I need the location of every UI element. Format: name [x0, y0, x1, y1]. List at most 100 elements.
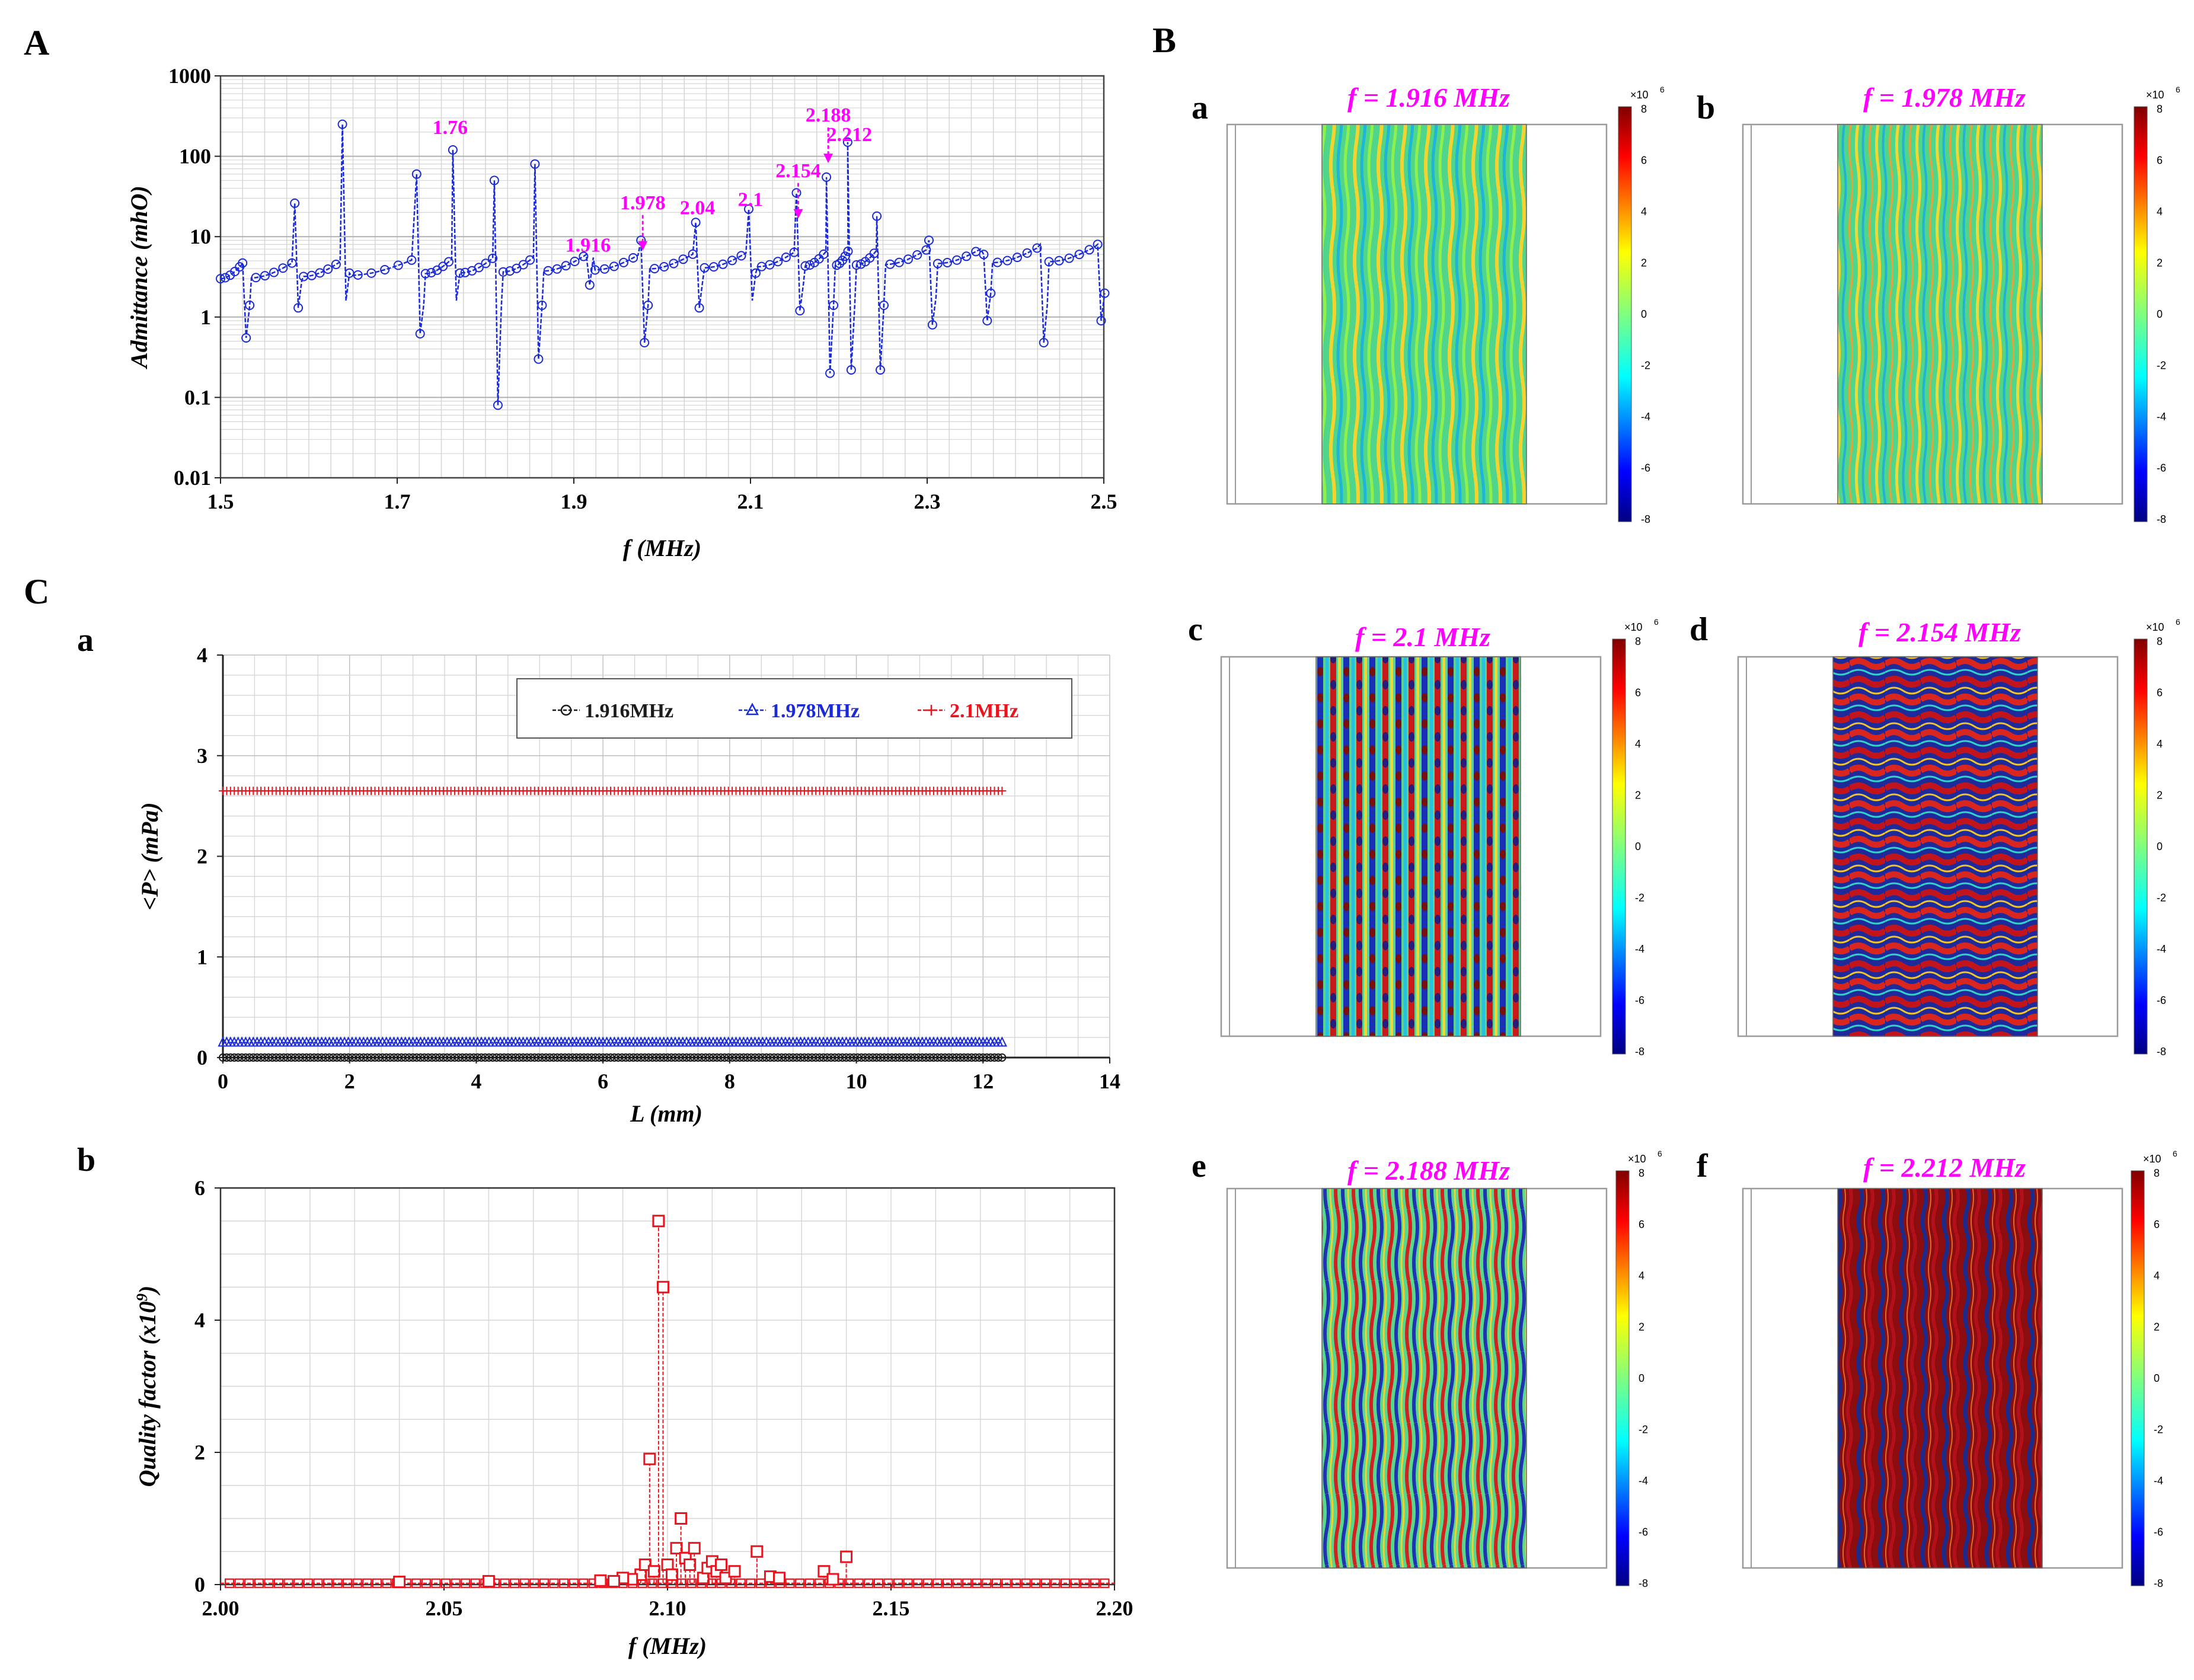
colorbar-tick: 8 — [2157, 635, 2163, 647]
colorbar-tick: 2 — [1635, 790, 1641, 801]
marker — [1040, 1578, 1050, 1588]
data-point — [744, 204, 753, 214]
colorbar-tick: -4 — [2157, 411, 2166, 423]
marker — [998, 1053, 1007, 1062]
marker — [1021, 1578, 1031, 1588]
field-map — [1315, 656, 1521, 1037]
marker — [440, 1578, 451, 1588]
marker — [283, 1578, 293, 1588]
data-point — [534, 354, 544, 364]
x-tick-label: 2.20 — [1096, 1596, 1133, 1620]
marker — [883, 1578, 893, 1588]
x-tick-label: 2.1 — [737, 490, 764, 513]
data-point — [829, 301, 839, 310]
marker — [234, 1578, 244, 1588]
marker — [913, 1578, 923, 1588]
marker — [982, 1578, 992, 1588]
marker — [714, 1558, 727, 1572]
x-tick-label: 0 — [218, 1069, 228, 1093]
colorbar-tick: 2 — [2157, 257, 2163, 269]
y-tick-label: 3 — [197, 744, 207, 768]
x-tick-label: 2.05 — [426, 1596, 463, 1620]
data-point — [619, 257, 628, 267]
colorbar-tick: -2 — [2154, 1424, 2163, 1436]
colorbar — [1618, 106, 1632, 522]
data-point — [924, 235, 934, 245]
colorbar-tick: 4 — [2157, 206, 2163, 218]
colorbar-tick: 0 — [2154, 1372, 2160, 1384]
field-panel-c: c f = 2.1 MHz ×10 6 8 6 4 2 0 -2 -4 -6 -8 — [1188, 611, 1659, 1058]
marker — [549, 1578, 559, 1588]
data-point — [393, 260, 403, 270]
field-panel-letter: e — [1192, 1148, 1206, 1184]
x-tick-label: 14 — [1099, 1069, 1120, 1093]
x-tick-label: 2.5 — [1091, 490, 1117, 513]
field-panel-letter: f — [1697, 1148, 1708, 1184]
marker — [1070, 1578, 1080, 1588]
data-point — [700, 263, 710, 273]
annotation-label: 1.916 — [566, 235, 611, 257]
marker — [579, 1578, 589, 1588]
marker — [343, 1578, 353, 1588]
x-tick-label: 2.10 — [649, 1596, 686, 1620]
colorbar-tick: 4 — [1641, 206, 1647, 218]
colorbar-exponent: ×10 — [2143, 1153, 2161, 1165]
data-point — [488, 253, 498, 263]
marker — [643, 1452, 656, 1465]
data-point — [842, 137, 852, 147]
colorbar-tick: -6 — [1639, 1526, 1648, 1538]
y-tick-label: 10 — [190, 225, 211, 248]
data-point — [438, 261, 448, 272]
marker — [844, 1578, 854, 1588]
data-point — [903, 254, 913, 264]
panel-label-B: B — [1152, 21, 1176, 60]
panel-label-Ca: a — [77, 622, 94, 659]
colorbar-exponent-power: 6 — [1660, 85, 1665, 94]
data-point — [876, 365, 885, 375]
y-axis-label-sup: 9 — [133, 1293, 151, 1301]
data-point — [1100, 288, 1110, 298]
field-panel-letter: b — [1697, 90, 1715, 126]
marker — [1031, 1578, 1041, 1588]
data-point — [444, 257, 454, 267]
colorbar-tick: 2 — [2154, 1321, 2160, 1333]
marker — [746, 1578, 756, 1588]
data-point — [366, 268, 376, 278]
data-point — [481, 258, 491, 269]
data-point — [306, 270, 317, 280]
marker — [244, 1578, 254, 1588]
data-point — [986, 288, 996, 298]
panel-label-A: A — [24, 23, 49, 62]
data-point — [537, 301, 547, 310]
data-point — [678, 254, 688, 264]
marker — [893, 1578, 903, 1588]
marker — [431, 1578, 441, 1588]
x-tick-label: 2 — [344, 1069, 355, 1093]
marker — [684, 1558, 697, 1572]
colorbar — [2134, 106, 2148, 522]
marker — [962, 1578, 972, 1588]
colorbar-tick: -2 — [1635, 892, 1644, 904]
marker — [688, 1542, 701, 1555]
annotation-arrowhead — [638, 241, 648, 251]
colorbar-tick: -6 — [2157, 995, 2166, 1007]
panel-label-Cb: b — [77, 1142, 95, 1178]
colorbar — [2131, 1170, 2145, 1586]
colorbar-exponent: ×10 — [1628, 1153, 1646, 1165]
data-point — [791, 188, 801, 198]
colorbar-tick: 2 — [1641, 257, 1647, 269]
data-point — [669, 258, 679, 269]
marker — [736, 1578, 746, 1588]
data-point — [415, 329, 425, 338]
field-panel-e: e f = 2.188 MHz ×10 6 8 6 4 2 0 -2 -4 -6 -8 — [1192, 1148, 1662, 1589]
data-point — [1002, 255, 1013, 266]
data-point — [1039, 338, 1049, 347]
data-point — [407, 255, 417, 265]
marker — [773, 1572, 785, 1585]
marker — [932, 1578, 943, 1588]
colorbar-tick: -4 — [1641, 411, 1650, 423]
marker — [903, 1578, 913, 1588]
field-panel-title: f = 1.978 MHz — [1863, 82, 2026, 113]
colorbar-tick: 2 — [1639, 1321, 1644, 1333]
